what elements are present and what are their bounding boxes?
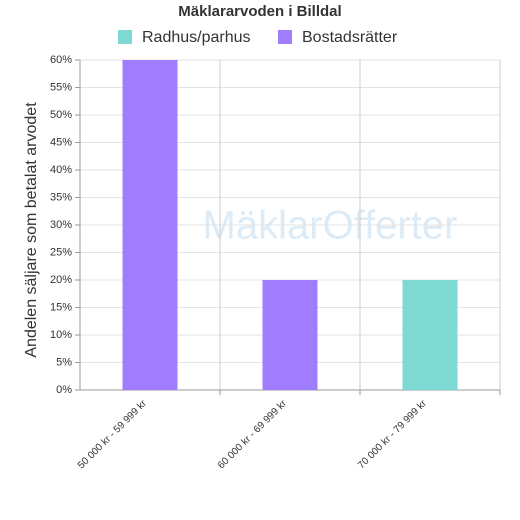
legend-swatch — [278, 30, 292, 44]
y-tick-label: 25% — [50, 246, 72, 258]
y-tick-label: 10% — [50, 329, 72, 341]
bar — [402, 280, 458, 390]
y-tick-label: 15% — [50, 301, 72, 313]
y-tick-label: 5% — [56, 356, 72, 368]
y-tick-label: 0% — [56, 384, 72, 396]
x-tick-label: 50 000 kr - 59 999 kr — [76, 398, 150, 472]
legend-swatch — [118, 30, 132, 44]
chart-title: Mäklararvoden i Billdal — [178, 3, 341, 20]
watermark: MäklarOfferter — [203, 204, 458, 248]
bar — [262, 280, 318, 390]
y-tick-label: 30% — [50, 219, 72, 231]
x-tick-label: 70 000 kr - 79 999 kr — [356, 398, 430, 472]
y-tick-label: 55% — [50, 81, 72, 93]
y-tick-label: 40% — [50, 164, 72, 176]
x-tick-label: 60 000 kr - 69 999 kr — [216, 398, 290, 472]
y-tick-label: 20% — [50, 274, 72, 286]
y-tick-label: 45% — [50, 136, 72, 148]
legend-label: Radhus/parhus — [142, 29, 251, 46]
legend-label: Bostadsrätter — [302, 29, 398, 46]
bar — [122, 60, 178, 390]
y-tick-label: 50% — [50, 109, 72, 121]
y-tick-label: 35% — [50, 191, 72, 203]
y-tick-label: 60% — [50, 54, 72, 66]
y-axis-label: Andelen säljare som betalat arvodet — [23, 102, 40, 358]
